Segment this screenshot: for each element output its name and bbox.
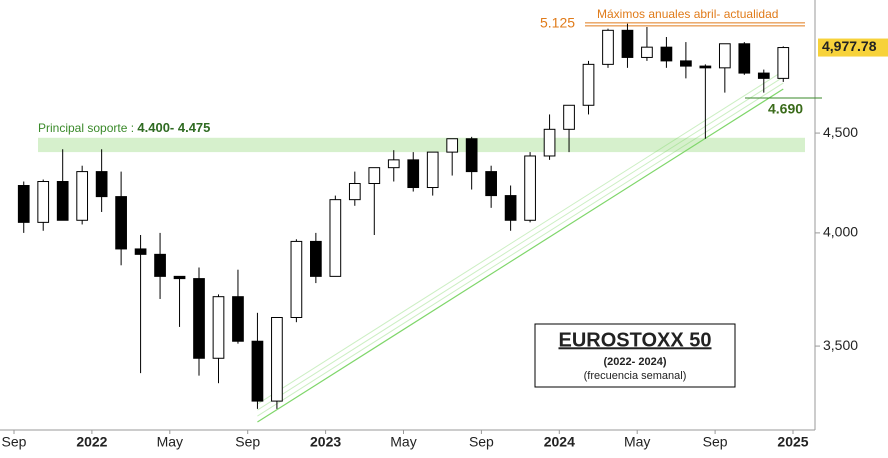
candle-body	[251, 340, 264, 402]
candle-body	[290, 240, 303, 318]
chart-subtitle: (2022- 2024)	[604, 356, 667, 368]
last-price-box	[818, 38, 888, 57]
candle-body	[329, 199, 342, 277]
candle-body	[465, 138, 478, 173]
candle-body	[407, 159, 420, 189]
candle-body	[154, 253, 166, 277]
candle-body	[348, 183, 361, 201]
y-tick-label: 4,000	[823, 224, 858, 240]
support-label: Principal soporte : 4.400- 4.475	[38, 120, 210, 135]
y-tick-label: 4,500	[823, 124, 858, 140]
chart-note: (frecuencia semanal)	[584, 370, 687, 382]
support-text: Principal soporte :	[38, 121, 137, 135]
candle-body	[524, 155, 536, 221]
x-tick-label: Sep	[703, 434, 728, 450]
candle-body	[17, 185, 30, 223]
candle-body	[757, 72, 770, 79]
candle-body	[134, 248, 147, 255]
max-label: 5.125	[540, 15, 575, 31]
candle-body	[504, 195, 517, 221]
candle-body	[271, 316, 283, 402]
candle-body	[387, 159, 400, 169]
chart-title: EUROSTOXX 50	[558, 329, 711, 351]
candle-body	[310, 240, 322, 277]
candle-body	[563, 104, 575, 130]
trend-channel	[257, 70, 784, 405]
title-box	[534, 323, 736, 388]
candle-body	[37, 181, 50, 223]
candle-body	[446, 138, 459, 153]
candle-body	[680, 60, 692, 67]
candle-body	[76, 171, 89, 221]
candle-body	[621, 29, 634, 58]
candle-body	[173, 275, 186, 280]
x-tick-label: Sep	[469, 434, 494, 450]
candle-body	[718, 43, 731, 69]
support-range: 4.400- 4.475	[137, 120, 210, 135]
x-tick-label: Sep	[2, 434, 27, 450]
candle-body	[95, 171, 108, 198]
candle-body	[115, 196, 127, 250]
x-tick-label: Sep	[235, 434, 260, 450]
x-tick-label: 2022	[76, 434, 107, 450]
trend-label: 4.690	[768, 101, 803, 117]
candle-body	[582, 63, 595, 106]
x-tick-label: May	[390, 434, 416, 450]
candle-body	[426, 151, 439, 189]
candle-body	[193, 278, 205, 359]
candle-body	[699, 65, 712, 69]
candle-body	[368, 167, 381, 185]
x-tick-label: 2023	[310, 434, 341, 450]
candle-body	[738, 43, 751, 74]
candle-body	[777, 47, 790, 79]
candle-body	[543, 128, 556, 157]
candle-body	[641, 46, 653, 58]
candle-body	[602, 29, 614, 65]
max-text: Máximos anuales abril- actualidad	[597, 7, 778, 21]
trend-channel	[257, 82, 784, 417]
last-price-label: 4,977.78	[822, 38, 877, 54]
x-tick-label: May	[624, 434, 650, 450]
x-tick-label: 2025	[777, 434, 808, 450]
plot-area: Principal soporte : 4.400- 4.475 4.690 5.1…	[17, 7, 822, 423]
support-zone	[38, 137, 805, 153]
y-tick-label: 3,500	[823, 337, 858, 353]
candle-body	[232, 296, 244, 342]
trend-line	[257, 88, 784, 423]
candle-body	[56, 181, 69, 221]
candle-body	[660, 46, 673, 62]
trend-channel	[257, 76, 784, 411]
x-tick-label: May	[157, 434, 183, 450]
x-tick-label: 2024	[544, 434, 575, 450]
candle-body	[485, 171, 497, 197]
candle-body	[212, 296, 225, 359]
